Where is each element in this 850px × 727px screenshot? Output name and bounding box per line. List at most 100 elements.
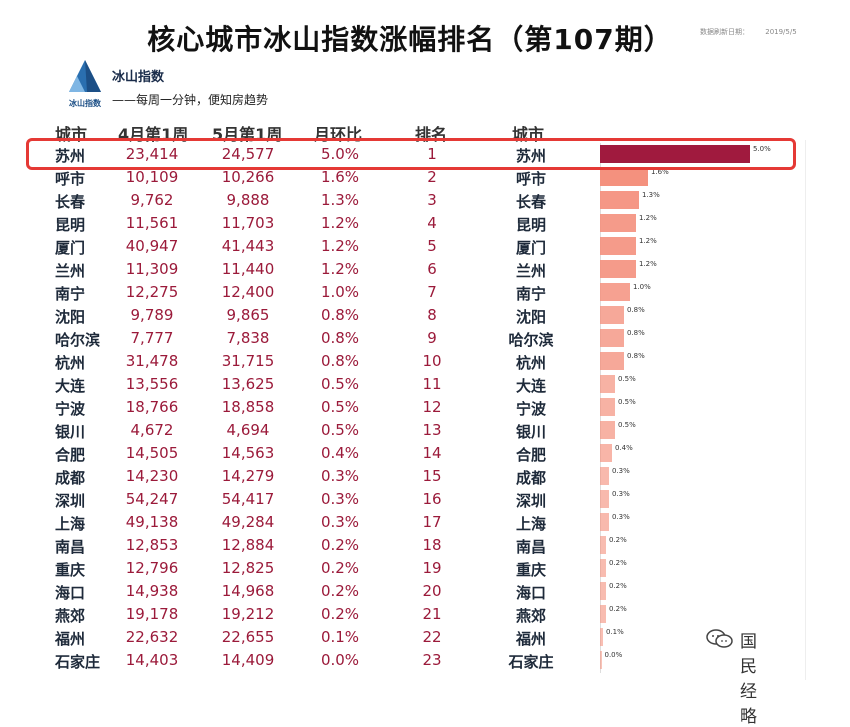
- row-apr-value: 22,632: [125, 628, 179, 646]
- row-rank: 13: [422, 421, 442, 439]
- row-may-value: 4,694: [226, 421, 270, 439]
- table-row: 杭州 31,478 31,715 0.8% 10 杭州 0.8%: [0, 351, 850, 374]
- row-apr-value: 54,247: [125, 490, 179, 508]
- row-city-label: 苏州: [515, 147, 546, 165]
- watermark-text: 国民经略: [740, 632, 757, 727]
- row-rank: 3: [427, 191, 437, 209]
- row-mom-value: 1.6%: [320, 168, 360, 186]
- row-rank: 2: [427, 168, 437, 186]
- row-rank: 20: [422, 582, 442, 600]
- row-mom-value: 0.8%: [320, 329, 360, 347]
- bar-label-10: 0.8%: [627, 352, 645, 360]
- bar-label-1: 5.0%: [753, 145, 771, 153]
- row-may-value: 54,417: [221, 490, 275, 508]
- row-may-value: 14,968: [221, 582, 275, 600]
- bar-16: [600, 490, 609, 508]
- row-apr-value: 14,505: [125, 444, 179, 462]
- bar-6: [600, 260, 636, 278]
- row-rank: 12: [422, 398, 442, 416]
- bar-19: [600, 559, 606, 577]
- row-city-label: 福州: [515, 630, 546, 648]
- row-mom-value: 0.3%: [320, 513, 360, 531]
- highlight-box: [26, 138, 796, 170]
- table-row: 南昌 12,853 12,884 0.2% 18 南昌 0.2%: [0, 535, 850, 558]
- bar-label-21: 0.2%: [609, 605, 627, 613]
- bar-8: [600, 306, 624, 324]
- row-mom-value: 0.5%: [320, 375, 360, 393]
- row-city: 石家庄: [55, 653, 101, 671]
- wechat-icon: [706, 629, 733, 648]
- table-row: 福州 22,632 22,655 0.1% 22 福州 0.1%: [0, 627, 850, 650]
- row-apr-value: 14,403: [125, 651, 179, 669]
- row-rank: 1: [427, 145, 437, 163]
- row-apr-value: 31,478: [125, 352, 179, 370]
- bar-label-15: 0.3%: [612, 467, 630, 475]
- table-row: 昆明 11,561 11,703 1.2% 4 昆明 1.2%: [0, 213, 850, 236]
- row-rank: 11: [422, 375, 442, 393]
- bar-9: [600, 329, 624, 347]
- row-mom-value: 0.2%: [320, 536, 360, 554]
- bar-label-16: 0.3%: [612, 490, 630, 498]
- brand-tagline: ——每周一分钟，便知房趋势: [112, 93, 269, 107]
- row-city: 兰州: [55, 262, 86, 280]
- table-row: 深圳 54,247 54,417 0.3% 16 深圳 0.3%: [0, 489, 850, 512]
- row-city: 南宁: [55, 285, 86, 303]
- row-apr-value: 9,762: [130, 191, 174, 209]
- row-apr-value: 14,938: [125, 582, 179, 600]
- row-rank: 23: [422, 651, 442, 669]
- bar-18: [600, 536, 606, 554]
- row-city: 银川: [55, 423, 86, 441]
- row-mom-value: 0.0%: [320, 651, 360, 669]
- row-apr-value: 4,672: [130, 421, 174, 439]
- row-rank: 14: [422, 444, 442, 462]
- row-may-value: 11,440: [221, 260, 275, 278]
- table-row: 兰州 11,309 11,440 1.2% 6 兰州 1.2%: [0, 259, 850, 282]
- row-mom-value: 0.5%: [320, 421, 360, 439]
- table-row: 重庆 12,796 12,825 0.2% 19 重庆 0.2%: [0, 558, 850, 581]
- bar-label-18: 0.2%: [609, 536, 627, 544]
- bar-label-22: 0.1%: [606, 628, 624, 636]
- table-row: 成都 14,230 14,279 0.3% 15 成都 0.3%: [0, 466, 850, 489]
- bar-label-14: 0.4%: [615, 444, 633, 452]
- row-may-value: 14,563: [221, 444, 275, 462]
- table-row: 长春 9,762 9,888 1.3% 3 长春 1.3%: [0, 190, 850, 213]
- row-city: 昆明: [55, 216, 86, 234]
- row-mom-value: 0.2%: [320, 605, 360, 623]
- row-apr-value: 18,766: [125, 398, 179, 416]
- row-city-label: 石家庄: [508, 653, 554, 671]
- row-city-label: 银川: [515, 423, 546, 441]
- row-may-value: 7,838: [226, 329, 270, 347]
- bar-label-17: 0.3%: [612, 513, 630, 521]
- bar-13: [600, 421, 615, 439]
- bar-label-8: 0.8%: [627, 306, 645, 314]
- row-rank: 22: [422, 628, 442, 646]
- row-city-label: 厦门: [515, 239, 546, 257]
- bar-11: [600, 375, 615, 393]
- table-row: 上海 49,138 49,284 0.3% 17 上海 0.3%: [0, 512, 850, 535]
- row-apr-value: 11,561: [125, 214, 179, 232]
- row-city: 上海: [55, 515, 86, 533]
- table-row: 宁波 18,766 18,858 0.5% 12 宁波 0.5%: [0, 397, 850, 420]
- row-city-label: 昆明: [515, 216, 546, 234]
- row-may-value: 13,625: [221, 375, 275, 393]
- logo-text: 冰山指数: [69, 98, 102, 108]
- bar-label-9: 0.8%: [627, 329, 645, 337]
- bar-7: [600, 283, 630, 301]
- row-apr-value: 49,138: [125, 513, 179, 531]
- row-may-value: 41,443: [221, 237, 275, 255]
- bar-label-13: 0.5%: [618, 421, 636, 429]
- row-city-label: 上海: [515, 515, 546, 533]
- row-rank: 18: [422, 536, 442, 554]
- row-may-value: 12,825: [221, 559, 275, 577]
- row-city: 成都: [55, 469, 86, 487]
- row-mom-value: 0.2%: [320, 559, 360, 577]
- bar-label-11: 0.5%: [618, 375, 636, 383]
- row-city-label: 南昌: [515, 538, 546, 556]
- row-city-label: 南宁: [515, 285, 546, 303]
- bar-4: [600, 214, 636, 232]
- row-city-label: 合肥: [515, 446, 546, 464]
- row-city-label: 哈尔滨: [508, 331, 554, 349]
- row-mom-value: 1.2%: [320, 214, 360, 232]
- row-city: 呼市: [55, 170, 86, 188]
- row-mom-value: 0.3%: [320, 490, 360, 508]
